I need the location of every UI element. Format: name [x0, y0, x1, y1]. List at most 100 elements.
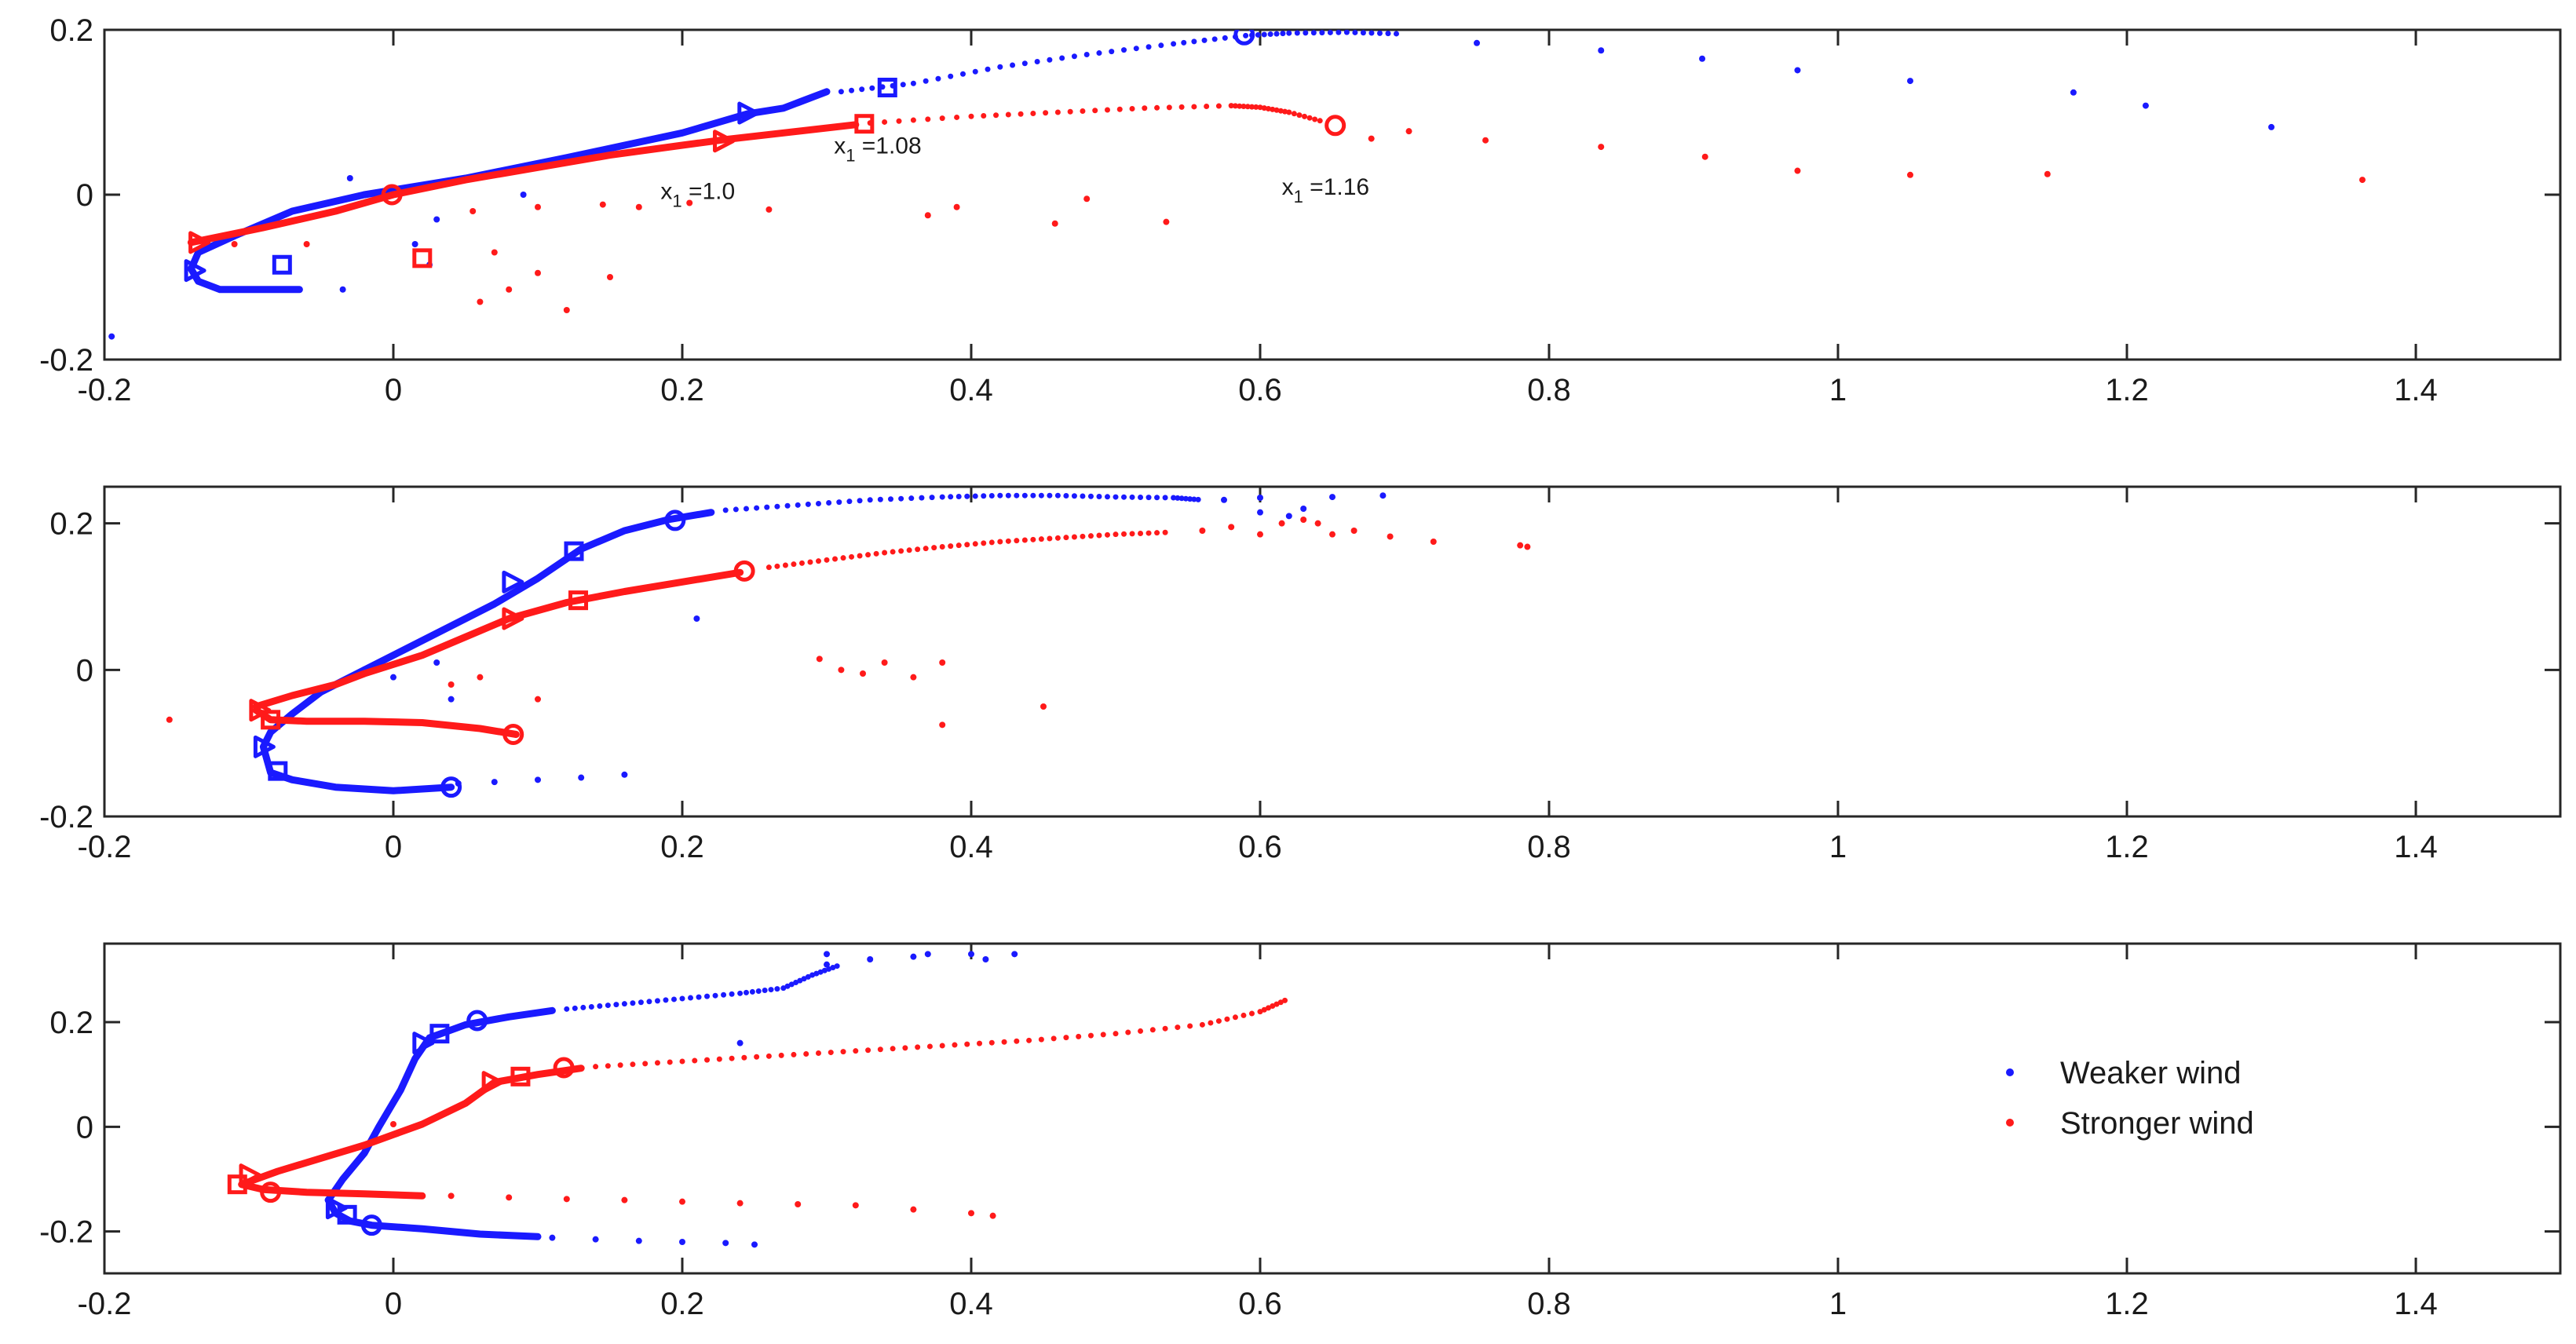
data-point	[1237, 103, 1243, 109]
data-point	[1286, 30, 1292, 36]
data-point	[926, 1043, 933, 1050]
data-point	[599, 201, 606, 208]
y-tick-label: 0.2	[49, 13, 93, 48]
data-point	[1273, 1001, 1280, 1007]
x-tick-label: 0.8	[1527, 830, 1571, 864]
x-tick-label: 0	[385, 830, 402, 864]
data-point	[873, 550, 879, 557]
data-point	[339, 286, 346, 293]
data-point	[1310, 30, 1317, 36]
panel-middle: -0.2 0 0.2 0.4 0.6 0.8 1 1.2 1.4 -0.2 0 0.2	[39, 485, 2562, 864]
data-point	[1175, 1024, 1181, 1031]
data-point	[898, 495, 904, 502]
data-point	[1054, 492, 1061, 499]
x-tick-label: 1.4	[2394, 373, 2438, 407]
data-point	[686, 199, 693, 206]
data-point	[898, 548, 904, 554]
data-point	[948, 494, 954, 500]
data-point	[605, 1063, 611, 1069]
data-point	[704, 1057, 711, 1063]
data-point	[520, 192, 527, 198]
data-point	[1059, 55, 1065, 61]
data-point	[1038, 1036, 1044, 1043]
data-point	[646, 999, 652, 1005]
data-point	[797, 977, 803, 984]
data-point	[754, 505, 760, 511]
data-point	[1154, 495, 1160, 501]
data-point	[765, 1053, 772, 1059]
data-point	[853, 1048, 859, 1054]
data-point	[1145, 530, 1152, 536]
data-point	[1303, 30, 1309, 36]
data-point	[989, 1212, 996, 1219]
data-point	[964, 1041, 970, 1047]
y-tick-label: 0	[76, 178, 93, 213]
marker-square	[854, 114, 875, 134]
data-point	[580, 1004, 586, 1010]
data-point	[765, 564, 772, 571]
data-point	[910, 674, 917, 681]
data-point	[578, 774, 585, 781]
data-point	[877, 1046, 883, 1053]
data-point	[1277, 999, 1284, 1006]
data-point	[1187, 496, 1193, 502]
data-point	[1282, 108, 1288, 115]
data-point	[1071, 534, 1077, 540]
data-point	[1138, 530, 1144, 536]
data-point	[1096, 50, 1102, 57]
data-point	[693, 615, 700, 622]
annotation-value: =1.16	[1303, 174, 1369, 200]
data-point	[1038, 492, 1044, 499]
data-point	[1054, 109, 1061, 115]
data-point	[535, 203, 541, 210]
data-point	[1125, 1029, 1131, 1035]
data-point	[1598, 144, 1605, 151]
data-point	[1257, 531, 1263, 538]
data-point	[1255, 31, 1261, 38]
data-point	[821, 967, 828, 973]
data-point	[840, 1049, 846, 1055]
data-point	[506, 1194, 513, 1201]
data-point	[1524, 543, 1531, 550]
data-point	[805, 501, 811, 507]
data-point	[972, 541, 978, 547]
data-point	[1113, 531, 1119, 538]
data-point	[491, 249, 498, 256]
data-point	[896, 118, 902, 124]
data-point	[448, 681, 455, 688]
data-point	[1096, 532, 1102, 539]
data-point	[910, 1206, 917, 1213]
data-point	[834, 963, 840, 970]
data-point	[1368, 30, 1375, 36]
data-point	[865, 552, 871, 558]
data-point	[1228, 103, 1234, 109]
data-point	[737, 990, 744, 996]
data-point	[908, 495, 915, 502]
data-point	[1317, 118, 1323, 124]
data-point	[997, 64, 1003, 70]
data-point	[859, 86, 865, 93]
data-point	[1080, 533, 1086, 539]
data-point	[1232, 1014, 1238, 1021]
data-point	[830, 964, 836, 970]
data-point	[729, 991, 735, 997]
data-point	[1021, 537, 1028, 543]
data-point	[1071, 53, 1077, 60]
data-point	[762, 988, 768, 994]
data-point	[1138, 494, 1144, 500]
data-point	[1026, 1037, 1032, 1043]
data-point	[1352, 30, 1358, 35]
data-point	[1393, 31, 1399, 37]
data-point	[1080, 493, 1086, 499]
marker-triangle	[412, 1032, 435, 1055]
data-point	[605, 1003, 611, 1009]
data-point	[1021, 60, 1028, 67]
series-curve-branch	[324, 1196, 542, 1240]
data-point	[642, 1061, 649, 1067]
data-point	[1379, 492, 1387, 499]
data-point	[1261, 105, 1267, 111]
data-point	[768, 987, 774, 993]
data-point	[1280, 31, 1286, 37]
data-point	[1054, 535, 1061, 541]
data-point	[1162, 529, 1168, 535]
